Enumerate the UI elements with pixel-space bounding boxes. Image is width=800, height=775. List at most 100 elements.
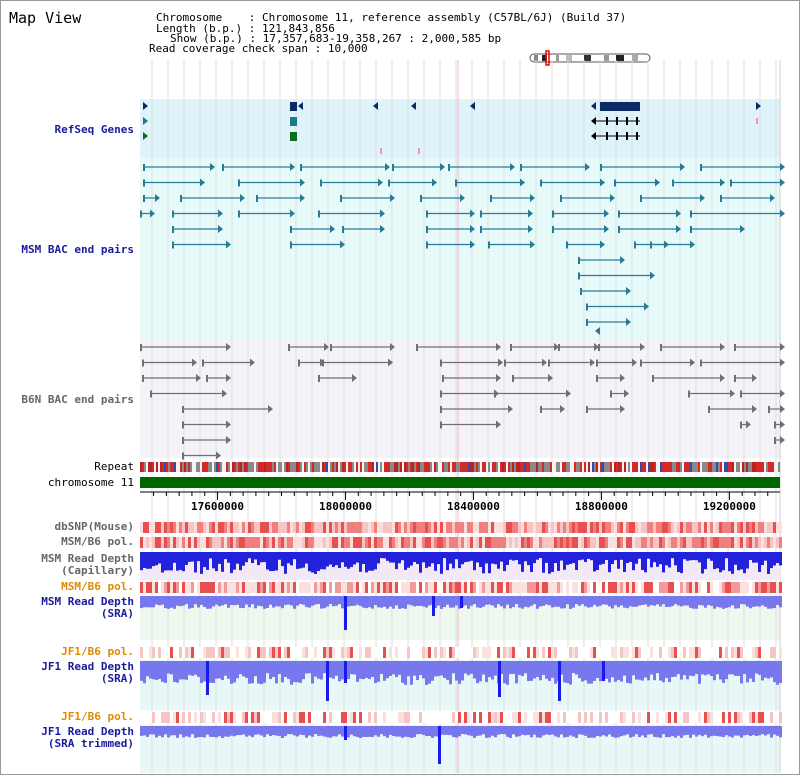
show-info: Show (b.p.) : 17,357,683-19,358,267 : 2,… xyxy=(170,32,502,45)
jf1-sra-depth xyxy=(452,661,455,674)
track-label-jf1-depth-trim-1[interactable]: JF1 Read Depth xyxy=(41,725,134,738)
msm-sra-depth xyxy=(167,596,170,609)
dbsnp-heat xyxy=(437,522,440,533)
msm-b6-pol-heat xyxy=(149,537,152,548)
jf1-b6-pol-heat xyxy=(590,647,593,658)
jf1-b6-pol-heat xyxy=(380,647,383,658)
jf1-b6-pol-heat xyxy=(647,647,650,658)
jf1-sra-depth xyxy=(248,661,251,684)
b6n-bac-arrow xyxy=(780,358,785,367)
msm-cap-depth xyxy=(215,552,218,572)
track-label-msm-b6-pol-2[interactable]: MSM/B6 pol. xyxy=(61,580,134,593)
repeat-block xyxy=(608,462,610,472)
jf1-b6-pol-heat xyxy=(470,647,473,658)
jf1-sra-depth xyxy=(467,661,470,676)
msm-b6-pol-2-heat xyxy=(467,582,470,593)
msm-cap-depth xyxy=(617,552,620,569)
msm-cap-depth xyxy=(395,552,398,570)
track-label-refseq[interactable]: RefSeq Genes xyxy=(54,123,134,136)
jf1-sra-depth xyxy=(593,661,596,681)
dbsnp-heat xyxy=(350,522,353,533)
track-label-jf1-depth-sra-1[interactable]: JF1 Read Depth xyxy=(41,660,134,673)
jf1-b6-pol-heat xyxy=(509,647,512,658)
msm-cap-depth xyxy=(206,552,209,570)
msm-b6-pol-heat xyxy=(710,537,713,548)
jf1-trim-depth xyxy=(473,726,476,738)
track-label-b6n-bac[interactable]: B6N BAC end pairs xyxy=(21,393,134,406)
msm-cap-depth xyxy=(668,552,671,568)
track-label-msm-b6-pol-1[interactable]: MSM/B6 pol. xyxy=(61,535,134,548)
msm-bac-track-bg xyxy=(140,157,780,340)
msm-b6-pol-2-heat xyxy=(197,582,200,593)
msm-sra-depth xyxy=(362,596,365,608)
msm-cap-depth xyxy=(776,552,779,564)
jf1-sra-depth xyxy=(155,661,158,680)
repeat-block xyxy=(190,462,192,472)
msm-b6-pol-heat xyxy=(548,537,551,548)
jf1-b6-pol-heat xyxy=(332,647,335,658)
jf1-b6-pol-2-heat xyxy=(176,712,179,723)
jf1-b6-pol-2-heat xyxy=(569,712,572,723)
msm-b6-pol-heat xyxy=(203,537,206,548)
jf1-b6-pol-2-heat xyxy=(173,712,176,723)
msm-b6-pol-2-heat xyxy=(380,582,383,593)
track-label-msm-depth-sra-1[interactable]: MSM Read Depth xyxy=(41,595,134,608)
jf1-b6-pol-2-heat xyxy=(461,712,464,723)
jf1-b6-pol-heat xyxy=(572,647,575,658)
msm-bac-end xyxy=(290,226,292,233)
jf1-trim-depth xyxy=(197,726,200,738)
msm-b6-pol-2-heat xyxy=(632,582,635,593)
jf1-b6-pol-2-heat xyxy=(623,712,626,723)
dbsnp-heat xyxy=(200,522,203,533)
msm-b6-pol-heat xyxy=(740,537,743,548)
jf1-b6-pol-2-heat xyxy=(530,712,533,723)
repeat-block xyxy=(618,462,620,472)
jf1-trim-depth xyxy=(572,726,575,737)
repeat-block xyxy=(160,462,162,472)
msm-b6-pol-heat xyxy=(659,537,662,548)
jf1-sra-depth xyxy=(431,661,434,681)
msm-sra-depth xyxy=(626,596,629,609)
jf1-b6-pol-2-heat xyxy=(260,712,263,723)
jf1-sra-depth xyxy=(251,661,254,684)
msm-sra-depth xyxy=(335,596,338,606)
track-label-jf1-b6-pol-2[interactable]: JF1/B6 pol. xyxy=(61,710,134,723)
jf1-b6-pol-2-heat xyxy=(464,712,467,723)
repeat-block xyxy=(472,462,474,472)
b6n-bac-end xyxy=(504,359,506,367)
msm-b6-pol-heat xyxy=(467,537,470,548)
msm-cap-depth xyxy=(353,552,356,565)
msm-b6-pol-2-heat xyxy=(608,582,611,593)
msm-sra-depth-spike xyxy=(344,596,347,630)
jf1-trim-depth xyxy=(257,726,260,735)
msm-cap-depth xyxy=(662,552,665,573)
jf1-trim-depth xyxy=(215,726,218,738)
msm-sra-depth xyxy=(194,596,197,605)
msm-bac-arrow xyxy=(210,163,215,171)
msm-sra-depth xyxy=(440,596,443,609)
jf1-b6-pol-2-heat xyxy=(647,712,650,723)
msm-cap-depth xyxy=(149,552,152,569)
repeat-block xyxy=(526,462,528,472)
jf1-b6-pol-heat xyxy=(272,647,275,658)
jf1-trim-depth xyxy=(533,726,536,735)
jf1-b6-pol-2-heat xyxy=(386,712,389,723)
dbsnp-heat xyxy=(467,522,470,533)
jf1-trim-depth xyxy=(449,726,452,736)
jf1-sra-depth xyxy=(611,661,614,678)
jf1-trim-depth xyxy=(503,726,506,735)
dbsnp-heat xyxy=(761,522,764,533)
track-label-jf1-b6-pol-1[interactable]: JF1/B6 pol. xyxy=(61,645,134,658)
track-label-msm-depth-cap-1[interactable]: MSM Read Depth xyxy=(41,552,134,565)
jf1-b6-pol-heat xyxy=(569,647,572,658)
msm-sra-depth xyxy=(725,596,728,608)
dbsnp-heat xyxy=(311,522,314,533)
track-label-msm-bac[interactable]: MSM BAC end pairs xyxy=(21,243,134,256)
msm-b6-pol-2-heat xyxy=(284,582,287,593)
msm-b6-pol-2-heat xyxy=(776,582,779,593)
jf1-b6-pol-2-heat xyxy=(200,712,203,723)
track-label-dbsnp[interactable]: dbSNP(Mouse) xyxy=(54,520,134,533)
jf1-sra-depth xyxy=(695,661,698,675)
msm-sra-depth xyxy=(383,596,386,607)
